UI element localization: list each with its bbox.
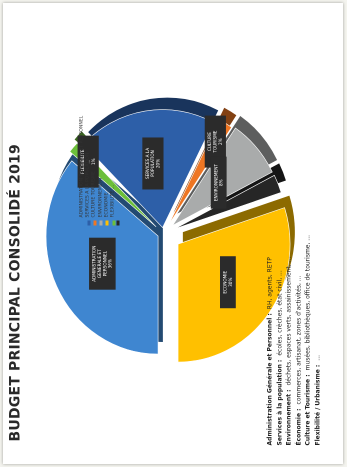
legend-item: ADMINISTRATION GENERALE ET PERSONNEL (79, 46, 85, 226)
label-text: 20% (155, 159, 160, 168)
note-term: Flexibilité / Urbanisme : (313, 364, 321, 446)
note-text: RH, agents, RETP (266, 257, 273, 310)
label-box (210, 156, 227, 209)
note-term: Administration Générale et Personnel : (266, 313, 273, 446)
legend-label: CULTURE TOURISME (91, 171, 97, 218)
slice-data-label: FLEXIBILITE... 1% (77, 135, 99, 188)
label-text: ... (85, 160, 90, 164)
legend-swatch (93, 220, 96, 226)
label-box (204, 115, 226, 168)
label-box (77, 135, 99, 188)
slice-data-label: ENVIRONNEMENT 8% (210, 156, 227, 209)
slice-data-label: ECONOMIE 30% (219, 256, 236, 309)
label-box (141, 137, 164, 190)
note-row: Flexibilité / Urbanisme :... (313, 16, 323, 446)
note-text: musées, bibliothèques, office de tourism… (304, 234, 311, 371)
slice-data-label: CULTURE TOURISME 2% (204, 115, 226, 168)
label-text: SERVICES A LA (144, 148, 149, 179)
note-text: commerces, artisanat, zones d'activités,… (294, 275, 302, 405)
label-text: CULTURE (207, 132, 212, 151)
label-text: 2% (218, 138, 223, 145)
label-box (219, 256, 236, 309)
label-text: 1% (90, 158, 95, 165)
note-term: Économie : (294, 408, 302, 446)
note-text: déchets, espaces verts, assainissement, … (285, 256, 292, 386)
label-text: ADMINISTRATION (91, 246, 96, 282)
legend-item: ECONOMIE (104, 46, 110, 226)
label-text: GENERALE ET (96, 249, 101, 278)
note-text: ... (313, 354, 321, 361)
note-term: Services à la population : (275, 359, 283, 446)
label-text: 30% (227, 278, 232, 287)
note-text: écoles, crèches, état civil, ... (275, 270, 283, 356)
legend-swatch (111, 220, 115, 226)
note-row: Culture et Tourisme : musées, bibliothèqu… (303, 16, 313, 446)
legend-label: ENVIRONNEMENT (97, 176, 103, 218)
legend-swatch (99, 220, 103, 226)
legend-label: FLEXIBILITE ... (110, 184, 116, 218)
pie-chart: ADMINISTRATION GENERALE ET PERSONNEL 36% FLE… (45, 97, 295, 363)
legend-item: ENVIRONNEMENT (98, 46, 104, 226)
legend-swatch (116, 220, 120, 226)
label-text: PERSONNEL (102, 250, 107, 276)
legend-swatch (86, 220, 90, 226)
note-row: Administration Générale et Personnel : RH… (265, 16, 275, 446)
document-page: BUDGET PRINCIPAL CONSOLIDÉ 2019 ADMINIST… (3, 3, 343, 464)
rotated-content: BUDGET PRINCIPAL CONSOLIDÉ 2019 ADMINIST… (3, 3, 343, 464)
pie-slice (173, 174, 281, 230)
label-text: 8% (218, 179, 223, 186)
note-term: Environnement : (285, 389, 292, 446)
note-row: Services à la population : écoles, crèche… (275, 16, 285, 446)
notes-block: Administration Générale et Personnel : RH… (265, 16, 322, 446)
legend-swatch (80, 220, 84, 226)
legend: ADMINISTRATION GENERALE ET PERSONNEL SERV… (79, 46, 120, 226)
label-text: ENVIRONNEMENT (213, 164, 218, 201)
label-text: ECONOMIE (222, 270, 227, 293)
slice-data-label: ADMINISTRATION GENERALE ET PERSONNEL 36% (88, 237, 116, 290)
note-term: Culture et Tourisme : (304, 374, 311, 446)
label-text: TOURISME (212, 130, 217, 153)
legend-swatch (105, 220, 109, 226)
legend-item: SERVICES A LA POPULATION (85, 46, 91, 226)
legend-item: FLEXIBILITE ... (110, 46, 116, 226)
legend-label: SERVICES A LA POPULATION (85, 152, 91, 218)
legend-label: ADMINISTRATION GENERALE ET PERSONNEL (79, 115, 84, 218)
note-row: Environnement : déchets, espaces verts, a… (284, 16, 294, 446)
legend-label: ECONOMIE (103, 192, 109, 218)
note-row: Économie : commerces, artisanat, zones d'… (294, 16, 304, 446)
label-text: POPULATION (150, 150, 155, 177)
slice-data-label: SERVICES A LA POPULATION 20% (141, 137, 164, 190)
label-box (88, 237, 116, 290)
label-text: FLEXIBILITE (80, 149, 85, 174)
label-text: 36% (107, 259, 112, 268)
legend-item: CULTURE TOURISME (91, 46, 97, 226)
